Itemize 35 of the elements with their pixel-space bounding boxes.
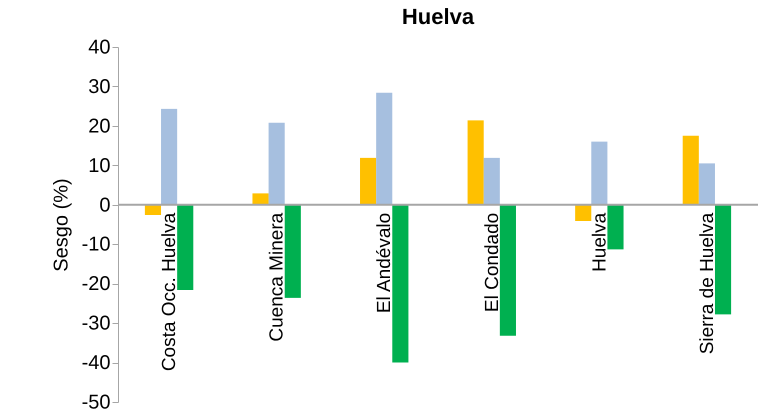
y-tick-label: -10 <box>82 234 110 256</box>
chart-title: Huelva <box>402 4 475 29</box>
x-tick-label: El Andévalo <box>374 212 396 314</box>
bar <box>392 204 408 363</box>
bar <box>252 193 269 205</box>
bar <box>161 108 178 205</box>
bar <box>360 158 376 205</box>
bar <box>575 204 592 221</box>
bar <box>376 92 392 205</box>
y-tick-label: -30 <box>82 312 110 335</box>
bar <box>682 136 699 205</box>
bar <box>177 204 194 290</box>
y-tick-label: 0 <box>99 194 110 216</box>
y-tick-label: -20 <box>82 273 110 296</box>
bar <box>607 204 624 250</box>
x-tick-label: Cuenca Minera <box>266 212 288 342</box>
bar <box>284 204 301 298</box>
y-tick-label: 20 <box>88 115 110 138</box>
y-tick-label: -50 <box>82 392 110 414</box>
bar <box>714 204 732 314</box>
x-tick-label: Costa Occ. Huelva <box>159 212 180 372</box>
bar <box>268 122 285 205</box>
x-tick-label: Sierra de Huelva <box>696 212 718 354</box>
y-tick-label: -40 <box>82 352 110 374</box>
bar <box>591 142 608 205</box>
y-tick-label: 40 <box>88 36 110 58</box>
bar <box>500 204 516 336</box>
y-axis-title: Sesgo (%) <box>50 178 73 272</box>
bar <box>698 163 715 205</box>
bar <box>468 120 484 205</box>
x-tick-label: Huelva <box>589 212 610 272</box>
y-tick-label: 30 <box>88 76 110 98</box>
y-tick-label: 10 <box>88 154 110 177</box>
x-tick-label: El Condado <box>482 212 503 312</box>
bar <box>484 158 500 205</box>
